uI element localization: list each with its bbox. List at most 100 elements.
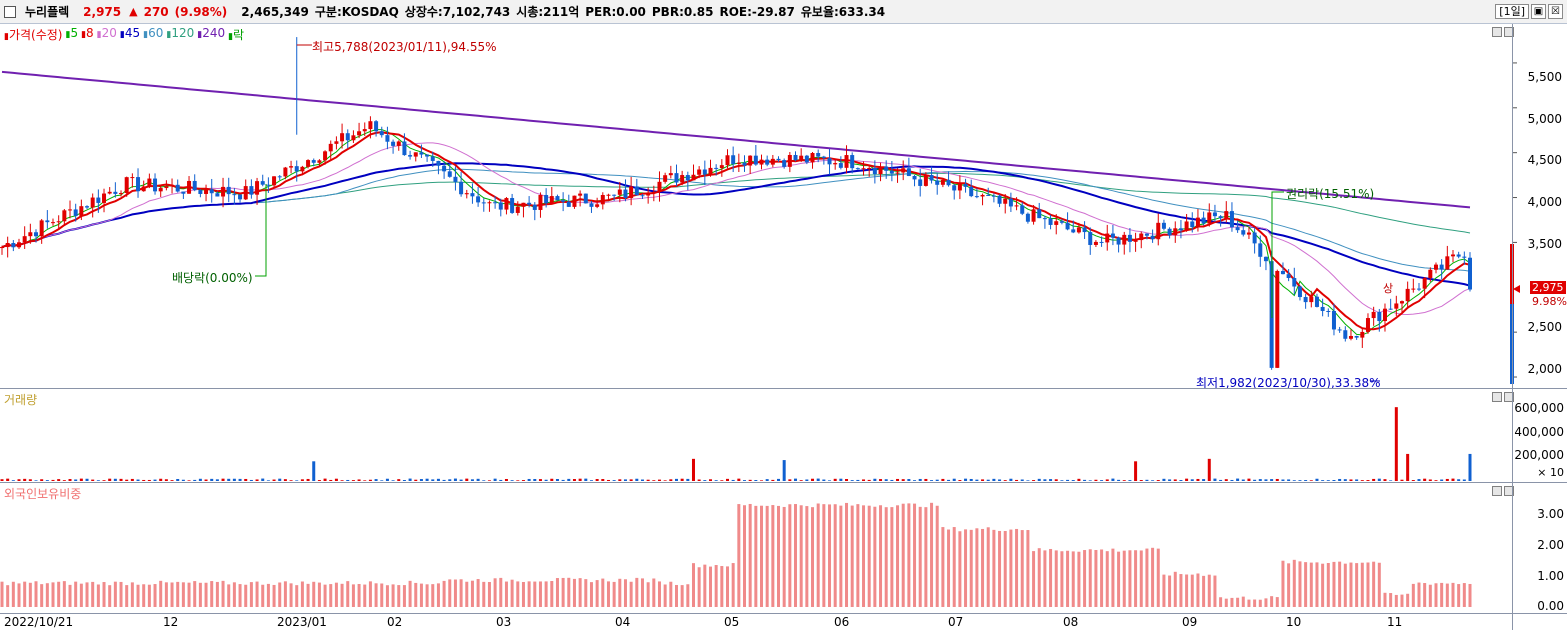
volume-bar	[680, 478, 684, 481]
candle-body	[753, 155, 758, 165]
volume-bar	[187, 480, 191, 481]
volume-bar	[1213, 478, 1217, 481]
volume-bar	[1026, 480, 1030, 481]
panel-maximize-icon[interactable]	[1492, 392, 1502, 402]
foreign-bar	[703, 564, 707, 607]
panel-maximize-icon[interactable]	[1492, 27, 1502, 37]
foreign-chart-canvas[interactable]	[0, 483, 1567, 613]
volume-bar	[62, 480, 66, 481]
panel-maximize-icon[interactable]	[1492, 486, 1502, 496]
legend-item[interactable]: ▮45	[119, 26, 141, 40]
foreign-bar	[164, 582, 168, 607]
candle-body	[374, 121, 379, 132]
candle-body	[697, 169, 702, 175]
candle-body	[833, 163, 838, 165]
foreign-bar	[62, 581, 66, 607]
candle-body	[1343, 330, 1348, 339]
volume-bar	[584, 478, 588, 481]
volume-bar	[799, 480, 803, 481]
foreign-bar	[550, 580, 554, 607]
candle-body	[391, 141, 396, 146]
volume-bar	[913, 480, 917, 481]
candle-body	[175, 184, 180, 192]
foreign-bar	[1309, 562, 1313, 607]
panel-divider[interactable]	[0, 482, 1567, 483]
foreign-bar	[725, 566, 729, 607]
foreign-bar	[998, 530, 1002, 607]
volume-bar	[811, 478, 815, 481]
legend-item[interactable]: ▮240	[197, 26, 226, 40]
candle-body	[1382, 308, 1387, 322]
legend-item[interactable]: ▮60	[143, 26, 164, 40]
candle-body	[396, 141, 401, 146]
candle-body	[515, 206, 520, 213]
volume-bar	[28, 479, 32, 481]
foreign-bar	[334, 582, 338, 607]
select-checkbox[interactable]	[4, 5, 16, 18]
legend-item[interactable]: ▮5	[65, 26, 79, 40]
date-axis[interactable]: 2022/10/21 12 2023/01 02 03 04 05 06 07 …	[0, 613, 1567, 630]
foreign-bar	[777, 505, 781, 607]
legend-item[interactable]: ▮8	[81, 26, 94, 40]
volume-bar	[170, 480, 174, 481]
volume-bar	[136, 479, 140, 481]
foreign-ownership-panel[interactable]: 외국인보유비중 3.00 2.00 1.00 0.00	[0, 483, 1567, 613]
volume-bar	[1241, 479, 1245, 481]
legend-item[interactable]: ▮120	[166, 26, 195, 40]
restore-icon[interactable]: ▣	[1531, 4, 1546, 19]
price-chart-panel[interactable]: ▮가격(수정) ▮5 ▮8 ▮20 ▮45 ▮60 ▮120 ▮240 ▮락 최고5,788(2…	[0, 24, 1567, 390]
legend-item[interactable]: ▮락	[228, 28, 245, 42]
close-icon[interactable]: ☒	[1548, 4, 1563, 19]
candle-body	[782, 160, 787, 167]
candle-body	[787, 154, 792, 167]
candle-body	[1003, 198, 1008, 204]
stock-name[interactable]: 누리플렉	[25, 5, 70, 19]
volume-bar	[998, 479, 1002, 481]
volume-chart-canvas[interactable]	[0, 389, 1567, 482]
volume-bar	[34, 480, 38, 481]
candle-body	[1059, 221, 1064, 223]
volume-bar	[312, 461, 316, 481]
candle-body	[102, 193, 107, 203]
candle-body	[702, 169, 707, 175]
period-selector[interactable]: [1일]	[1495, 4, 1529, 19]
candle-body	[640, 195, 645, 197]
panel-close-icon[interactable]	[1504, 27, 1514, 37]
volume-bar	[221, 478, 225, 481]
candle-body	[1190, 221, 1195, 228]
foreign-bar	[85, 582, 89, 607]
foreign-bar	[397, 585, 401, 607]
foreign-bar	[867, 505, 871, 607]
volume-bar	[1355, 479, 1359, 481]
legend-item[interactable]: ▮20	[96, 26, 117, 40]
volume-chart-panel[interactable]: 거래량 600,000 400,000 200,000 × 10	[0, 389, 1567, 482]
foreign-bar	[295, 585, 299, 607]
volume-bar	[1315, 478, 1319, 481]
foreign-bar	[79, 583, 83, 607]
volume-bar	[952, 478, 956, 481]
panel-divider[interactable]	[0, 388, 1567, 389]
volume-bar	[578, 478, 582, 481]
foreign-bar	[1094, 549, 1098, 607]
candle-body	[1433, 264, 1438, 270]
candle-body	[430, 156, 435, 161]
price-chart-canvas[interactable]	[0, 24, 1567, 388]
candle-body	[991, 195, 996, 197]
candle-body	[617, 189, 622, 195]
foreign-bar	[45, 583, 49, 607]
candle-body	[600, 194, 605, 205]
candle-body	[657, 181, 662, 193]
candle-body	[532, 204, 537, 210]
foreign-bar	[1003, 530, 1007, 607]
panel-close-icon[interactable]	[1504, 392, 1514, 402]
panel-close-icon[interactable]	[1504, 486, 1514, 496]
candle-body	[1116, 237, 1121, 245]
legend-item[interactable]: ▮가격(수정)	[4, 28, 63, 42]
candle-body	[1275, 270, 1280, 368]
foreign-bar	[941, 527, 945, 607]
candle-body	[187, 180, 192, 194]
volume-bar	[1270, 479, 1274, 481]
candle-body	[1065, 222, 1070, 230]
candle-body	[300, 166, 305, 172]
volume-bar	[533, 478, 537, 481]
